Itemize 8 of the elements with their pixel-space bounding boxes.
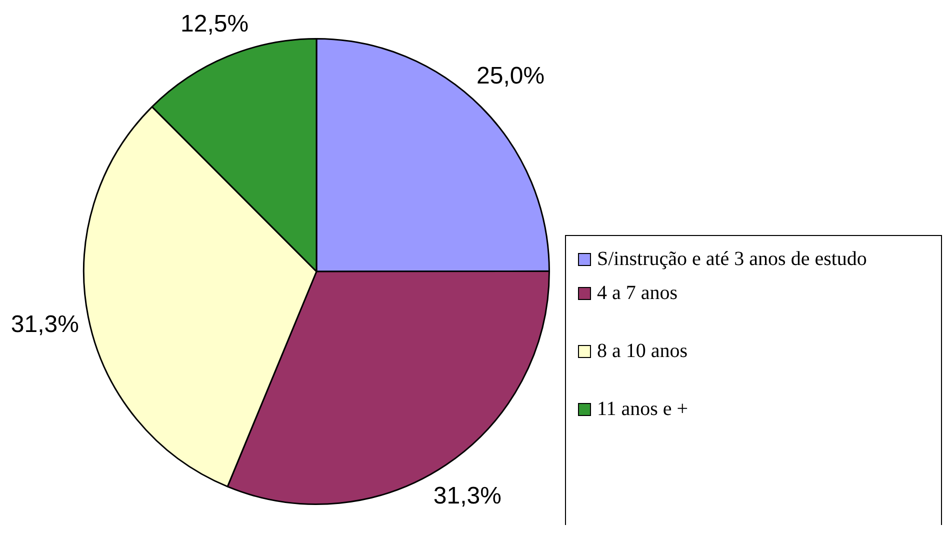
- legend-label: 8 a 10 anos: [597, 339, 688, 364]
- legend-label: S/instrução e até 3 anos de estudo: [597, 247, 867, 272]
- legend-label: 4 a 7 anos: [597, 281, 678, 306]
- data-label: 12,5%: [180, 10, 249, 38]
- data-label: 25,0%: [476, 62, 545, 90]
- legend-label: 11 anos e +: [597, 397, 688, 422]
- data-label: 31,3%: [10, 311, 79, 338]
- data-label: 31,3%: [433, 482, 502, 510]
